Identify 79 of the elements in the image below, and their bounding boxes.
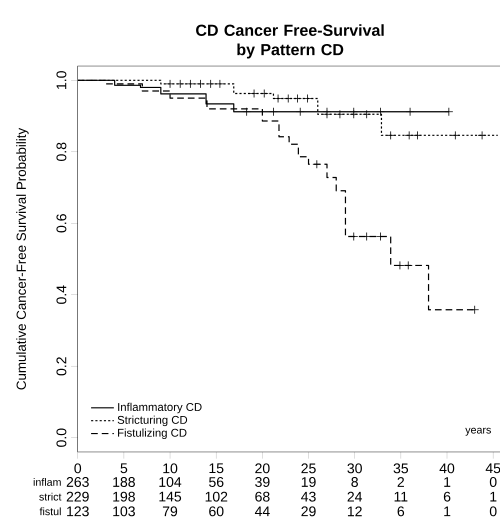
text: 11 (394, 492, 408, 502)
text: 188 (113, 477, 135, 487)
x-tick-label: 15 (209, 463, 224, 474)
text: 102 (206, 492, 228, 502)
point (386, 130, 396, 140)
text: 1 (444, 506, 450, 516)
legend-label: Inflammatory CD (118, 402, 202, 414)
text: 6 (444, 492, 450, 502)
y-tick-label: 0.2 (56, 357, 66, 376)
point (196, 79, 205, 88)
x-tick-label: 35 (394, 463, 408, 474)
point (176, 79, 185, 88)
point (322, 110, 332, 119)
point (293, 94, 302, 103)
point (470, 305, 480, 314)
text: strict (39, 492, 62, 501)
text: 44 (254, 506, 270, 516)
x-tick-label: 20 (255, 463, 270, 474)
text: 198 (113, 492, 135, 502)
text: 0 (490, 506, 497, 516)
text: 24 (348, 492, 362, 502)
point (478, 130, 486, 140)
point (336, 110, 344, 119)
point (406, 107, 414, 116)
legend-label: Fistulizing CD (118, 428, 186, 440)
y-tick-label: 1.0 (56, 71, 66, 89)
text: 1 (490, 492, 496, 502)
text: 229 (66, 492, 89, 502)
point (404, 261, 413, 270)
y-tick-label: 0.6 (56, 214, 66, 232)
point (404, 130, 414, 140)
point (260, 89, 269, 98)
text: 68 (255, 492, 270, 502)
x-tick-label: 0 (74, 463, 82, 474)
y-tick-label: 0.8 (56, 142, 66, 161)
y-axis-title: Cumulative Cancer-Free Survival Probability (16, 128, 29, 390)
point (413, 130, 422, 140)
point (444, 107, 454, 116)
text: 8 (351, 477, 358, 487)
text: 19 (302, 477, 316, 487)
text: 29 (301, 506, 316, 516)
text: 6 (398, 506, 404, 516)
text: 79 (162, 506, 178, 516)
point (242, 107, 252, 116)
point (312, 160, 322, 169)
point (284, 94, 293, 103)
text: inflam (34, 478, 61, 486)
chart-title: CD Cancer Free-Survival by Pattern CD (196, 24, 384, 58)
text: 103 (113, 506, 135, 516)
text: 123 (67, 506, 89, 516)
text: 43 (301, 492, 316, 502)
point (450, 130, 460, 140)
text: fistul (40, 507, 61, 516)
point (269, 107, 278, 116)
text: 1 (444, 477, 450, 487)
text: 263 (66, 477, 89, 487)
y-tick-label: 0.0 (56, 428, 66, 447)
point (274, 94, 282, 103)
text: 0 (490, 477, 497, 487)
point (296, 107, 305, 116)
point (362, 110, 372, 119)
text: 104 (159, 477, 182, 487)
x-tick-label: 30 (347, 463, 362, 474)
x-tick-label: 40 (440, 463, 454, 474)
x-tick-label: 25 (301, 463, 316, 474)
x-tick-label: 10 (163, 463, 178, 474)
text: 145 (159, 492, 182, 502)
text: 39 (255, 477, 270, 487)
text: 12 (348, 506, 362, 516)
point (349, 110, 358, 119)
text: 2 (398, 477, 404, 487)
text: 60 (209, 506, 224, 516)
x-tick-label: 5 (120, 463, 128, 474)
legend-label: Stricturing CD (118, 416, 188, 426)
text: 56 (209, 477, 224, 487)
point (376, 107, 385, 116)
y-tick-label: 0.4 (56, 285, 66, 304)
x-tick-label: 45 (486, 463, 500, 474)
annotation: years (465, 428, 491, 436)
